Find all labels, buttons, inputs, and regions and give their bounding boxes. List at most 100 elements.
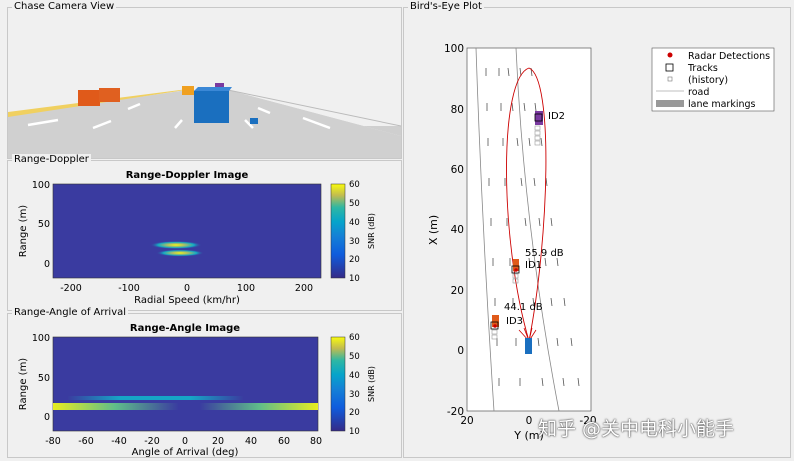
xtick: -80 [45,436,61,447]
ytick: 100 [32,180,50,191]
watermark-text: 知乎 @关中电科小能手 [538,418,735,440]
car-blue-small [250,118,258,124]
track-id1-snr: 55.9 dB [525,248,564,259]
ytick: 100 [444,43,464,55]
range-doppler-panel-title: Range-Doppler [12,154,91,166]
track-id2-box [534,113,543,122]
track-id3-snr: 44.1 dB [504,302,543,313]
cbtick: 50 [349,199,360,209]
range-angle-plot-area [52,336,319,432]
legend-item: Radar Detections [688,51,770,62]
xtick: -200 [60,283,82,294]
legend-item: Tracks [687,63,718,74]
xtick: 60 [278,436,290,447]
track-id3-detection [493,324,497,328]
bev-legend: Radar Detections Tracks (history) road l… [651,47,775,112]
doppler-return-2 [156,249,204,257]
range-angle-ylabel: Range (m) [18,358,29,411]
ytick: -20 [447,406,464,418]
cbtick: 60 [349,333,360,343]
ytick: 0 [44,412,50,423]
chase-camera-scene [8,83,401,158]
range-doppler-chart: Range-Doppler Image 100 50 0 -200 -100 0… [18,170,376,306]
birds-eye-plot: ID2 55.9 dB ID1 44.1 dB ID3 100 80 60 40… [427,43,775,442]
xtick: 80 [310,436,322,447]
xtick: 0 [526,415,533,427]
car-orange-1 [78,90,100,106]
range-angle-colorbar [330,336,346,432]
range-doppler-xlabel: Radial Speed (km/hr) [134,295,240,306]
cbtick: 10 [349,274,360,284]
range-angle-colorbar-label: SNR (dB) [367,366,376,402]
ytick: 60 [451,164,464,176]
cbtick: 20 [349,255,360,265]
bev-horizontal-ticks: 20 0 -20 [460,415,596,427]
range-doppler-ylabel: Range (m) [18,205,29,258]
ytick: 20 [451,285,464,297]
aoa-band-mid [68,396,243,400]
legend-item: lane markings [688,99,756,110]
car-yellow [182,86,194,95]
range-angle-xlabel: Angle of Arrival (deg) [132,447,239,457]
legend-track-icon [665,63,674,72]
legend-lane-icon [656,100,684,107]
ytick: 50 [38,373,50,384]
ytick: 0 [44,259,50,270]
legend-detection-icon [667,52,673,58]
cbtick: 30 [349,237,360,247]
ytick: 50 [38,219,50,230]
cbtick: 10 [349,427,360,437]
xtick: 20 [460,415,473,427]
aoa-band-right [200,403,318,410]
range-doppler-title: Range-Doppler Image [126,170,249,181]
cbtick: 20 [349,408,360,418]
xtick: 200 [295,283,313,294]
track-id1-label: ID1 [525,260,542,271]
legend-item: road [688,87,709,98]
track-id2-history [534,125,541,146]
cbtick: 40 [349,218,360,228]
range-doppler-colorbar-label: SNR (dB) [367,213,376,249]
chase-camera-title: Chase Camera View [12,1,117,13]
track-id2-vehicle [535,111,543,125]
xtick: -100 [118,283,140,294]
range-doppler-yticks: 100 50 0 [32,180,50,270]
ytick: 80 [451,104,464,116]
range-doppler-plot-area [52,183,322,279]
track-id1-vehicle [513,259,519,271]
birds-eye-panel: Bird's-Eye Plot [403,1,791,458]
cbtick: 30 [349,390,360,400]
ytick: 40 [451,224,464,236]
bev-axes [466,47,592,412]
xtick: -40 [111,436,127,447]
aoa-band-left [53,403,178,410]
track-id3-vehicle [492,315,499,327]
range-angle-panel: Range-Angle of Arrival [7,307,402,458]
range-doppler-xticks: -200 -100 0 100 200 [60,283,313,294]
legend-history-icon [667,76,673,82]
xtick: 40 [245,436,257,447]
range-angle-chart: Range-Angle Image 100 50 0 -80 -60 -40 -… [18,323,376,457]
xtick: -60 [78,436,94,447]
cbtick: 40 [349,371,360,381]
range-angle-panel-title: Range-Angle of Arrival [12,307,129,319]
range-angle-title: Range-Angle Image [130,323,240,334]
cbtick: 60 [349,180,360,190]
bev-road-edges [475,47,560,412]
ytick: 100 [32,333,50,344]
xtick: 100 [237,283,255,294]
track-id1-detection [514,268,518,272]
range-angle-xticks: -80 -60 -40 -20 0 20 40 60 80 [45,436,322,447]
range-angle-yticks: 100 50 0 [32,333,50,423]
range-doppler-colorbar-ticks: 60 50 40 30 20 10 [349,180,360,284]
track-id2-label: ID2 [548,111,565,122]
cbtick: 50 [349,352,360,362]
xtick: 20 [212,436,224,447]
xtick: 0 [184,283,190,294]
track-id3-label: ID3 [506,316,523,327]
doppler-return-1 [150,241,202,249]
bev-vertical-label: X (m) [427,215,440,245]
car-far-purple [215,83,224,88]
range-doppler-colorbar [330,183,346,279]
range-doppler-panel: Range-Doppler Range-Doppler Image [7,154,402,311]
